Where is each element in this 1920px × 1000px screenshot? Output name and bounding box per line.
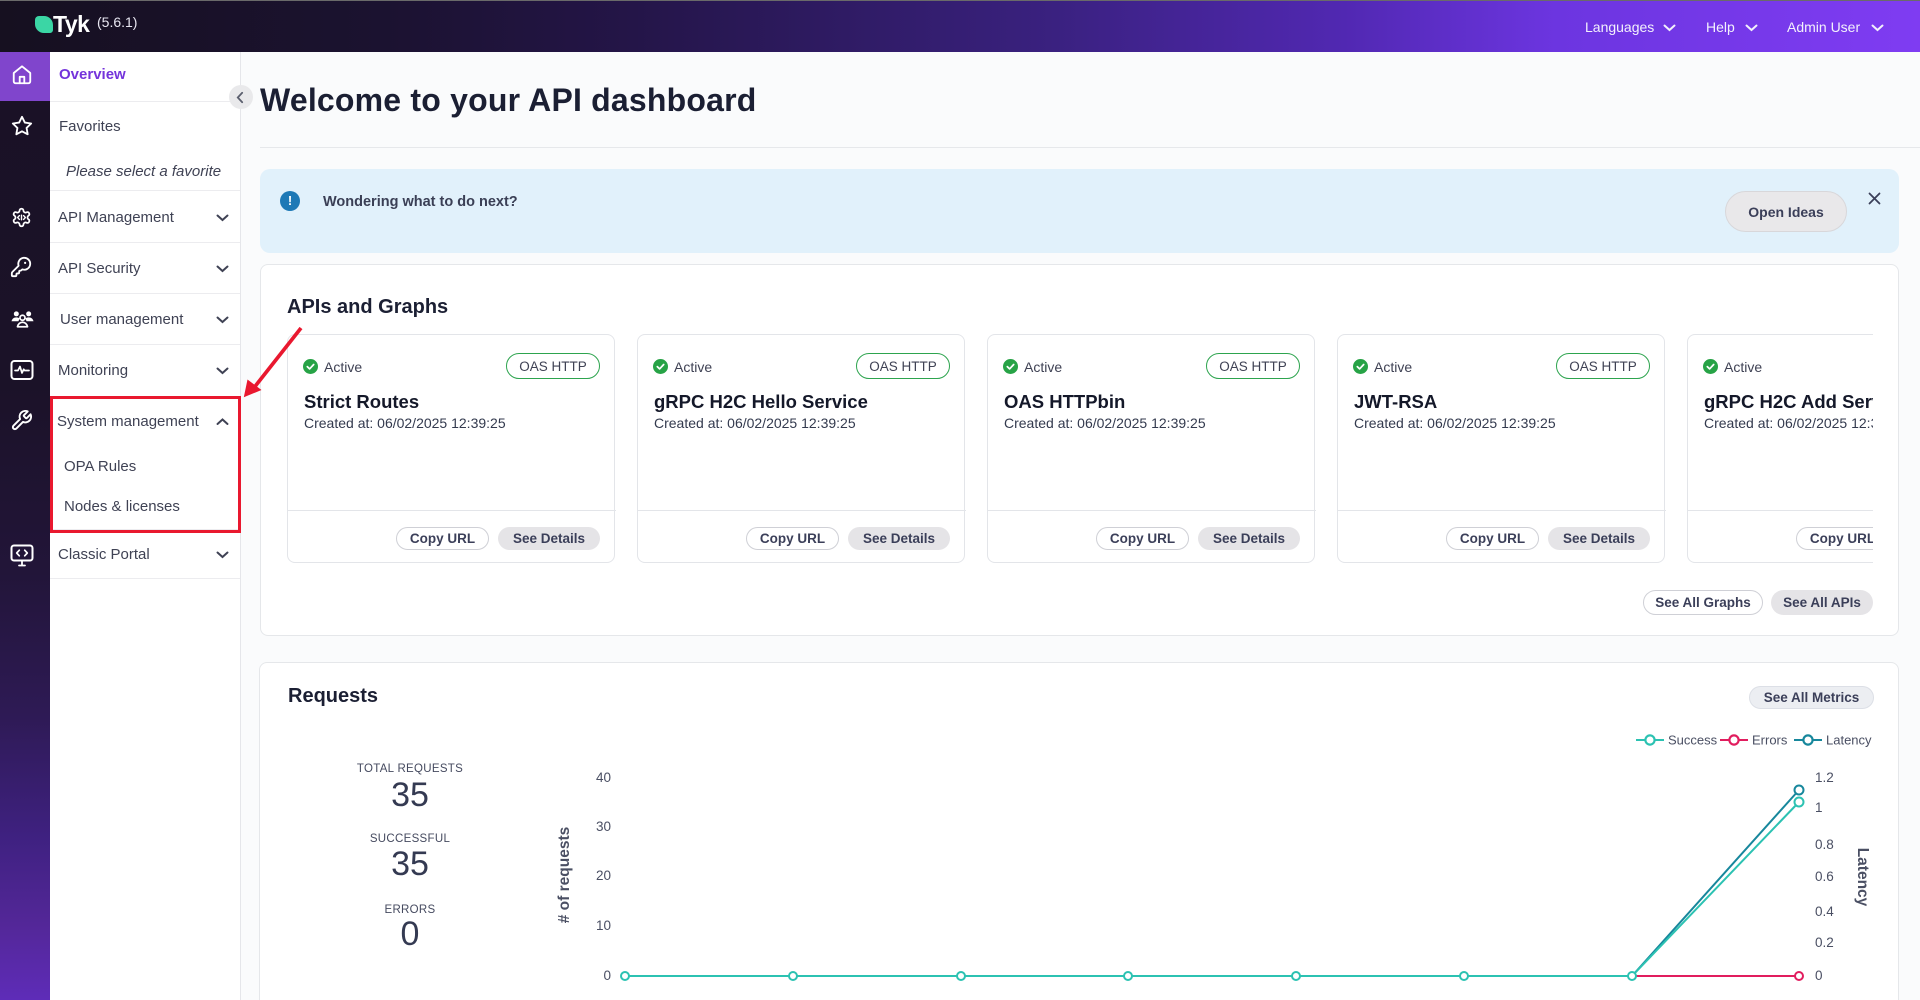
- svg-text:Errors: Errors: [1752, 733, 1788, 748]
- svg-text:0: 0: [603, 968, 611, 983]
- svg-text:1: 1: [1815, 800, 1823, 815]
- svg-text:1.2: 1.2: [1815, 770, 1834, 785]
- svg-text:0.8: 0.8: [1815, 837, 1834, 852]
- svg-text:20: 20: [596, 868, 611, 883]
- svg-text:# of requests: # of requests: [556, 827, 573, 923]
- svg-text:30: 30: [596, 819, 611, 834]
- svg-text:0.4: 0.4: [1815, 904, 1834, 919]
- svg-text:0.6: 0.6: [1815, 869, 1834, 884]
- svg-text:40: 40: [596, 770, 611, 785]
- svg-text:Latency: Latency: [1826, 733, 1872, 748]
- svg-text:Success: Success: [1668, 733, 1718, 748]
- svg-text:10: 10: [596, 918, 611, 933]
- svg-text:0.2: 0.2: [1815, 935, 1834, 950]
- svg-text:Latency: Latency: [1854, 848, 1871, 907]
- svg-text:0: 0: [1815, 968, 1823, 983]
